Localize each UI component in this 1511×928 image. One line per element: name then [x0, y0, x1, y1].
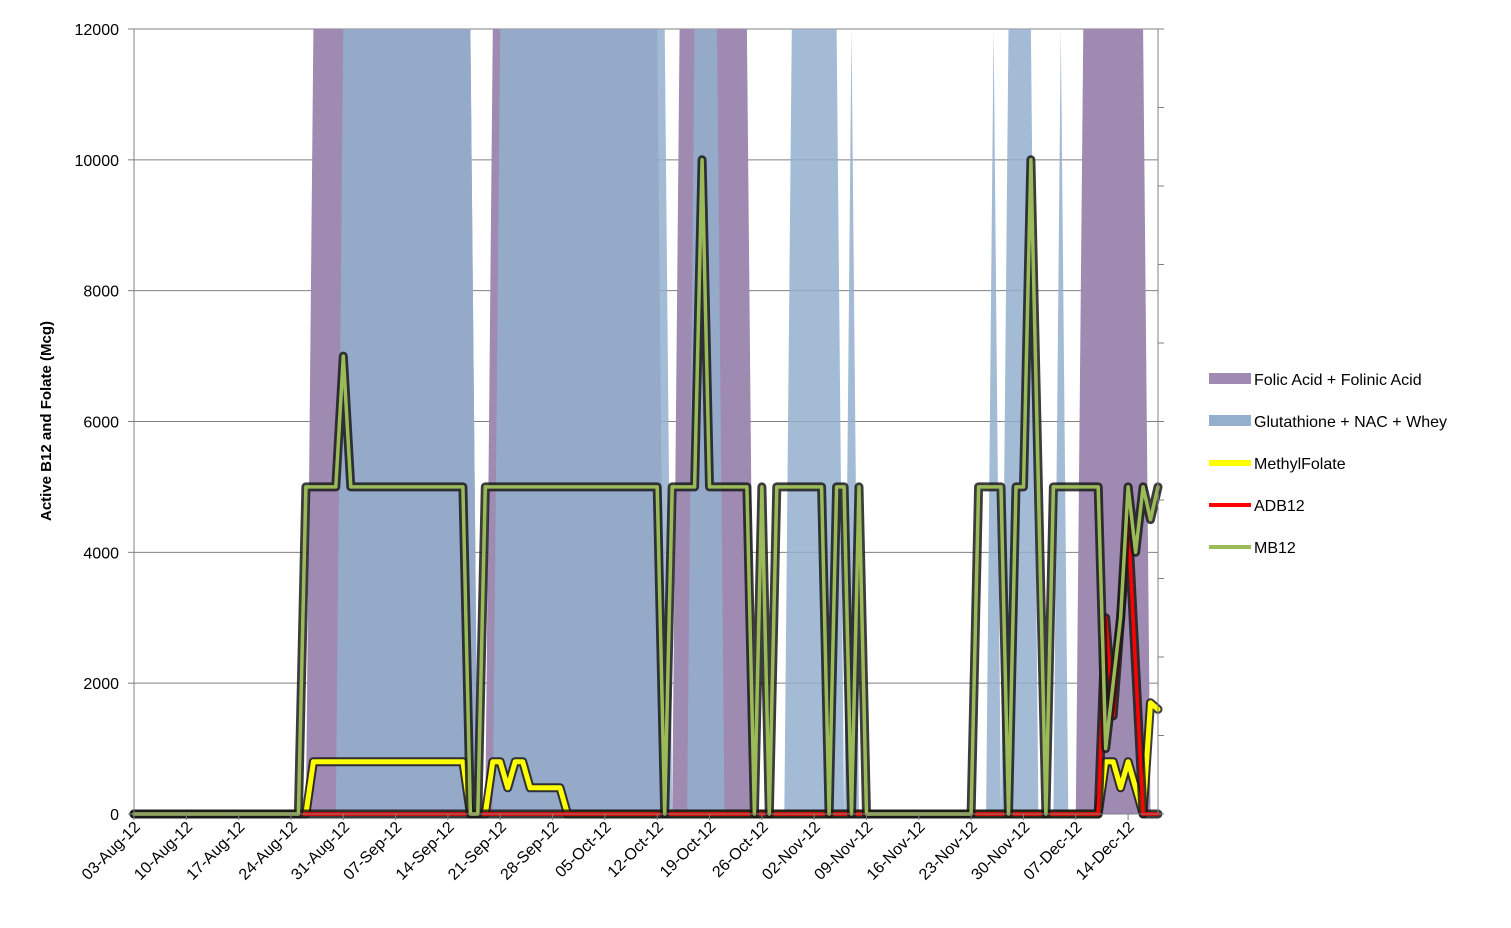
y-tick-label: 2000 — [83, 676, 119, 693]
area-series — [134, 29, 1158, 814]
legend-label: Folic Acid + Folinic Acid — [1254, 372, 1422, 389]
legend-swatch — [1209, 373, 1251, 384]
y-tick-label: 8000 — [83, 284, 119, 301]
y-tick-label: 10000 — [75, 153, 120, 170]
legend-label: ADB12 — [1254, 498, 1305, 515]
y-tick-label: 4000 — [83, 545, 119, 562]
legend-label: Glutathione + NAC + Whey — [1254, 414, 1447, 431]
y-tick-label: 12000 — [75, 22, 120, 39]
legend-label: MB12 — [1254, 540, 1296, 557]
y-tick-label: 0 — [110, 807, 119, 824]
legend: Folic Acid + Folinic Acid Glutathione + N… — [1209, 372, 1447, 557]
y-tick-label: 6000 — [83, 415, 119, 432]
legend-swatch — [1209, 415, 1251, 426]
legend-label: MethylFolate — [1254, 456, 1346, 473]
y-axis-title: Active B12 and Folate (Mcg) — [38, 321, 55, 521]
area-1 — [134, 29, 1158, 814]
